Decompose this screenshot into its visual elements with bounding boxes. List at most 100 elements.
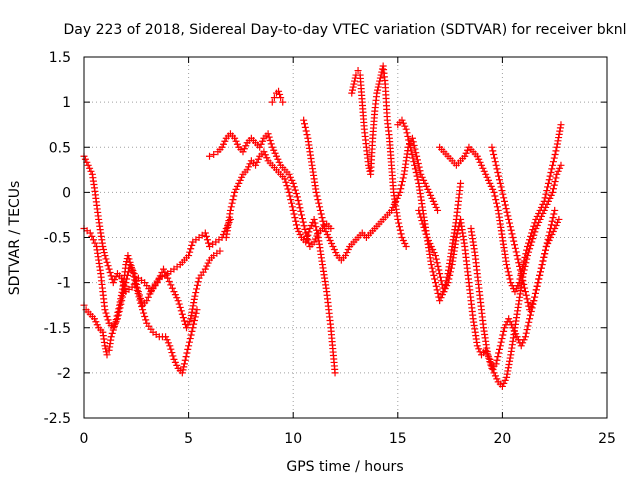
- data-point: [493, 203, 501, 211]
- data-point: [111, 276, 119, 284]
- data-point: [188, 327, 196, 335]
- data-point: [203, 236, 211, 244]
- data-point: [550, 210, 558, 218]
- data-point: [330, 246, 338, 254]
- data-point: [454, 226, 462, 234]
- data-point: [101, 252, 109, 260]
- data-point: [538, 261, 546, 269]
- data-point: [140, 309, 148, 317]
- data-point: [343, 249, 351, 257]
- grid: [84, 57, 607, 418]
- data-point: [492, 360, 500, 368]
- data-point: [146, 290, 154, 298]
- data-point: [486, 179, 494, 187]
- data-point: [551, 150, 559, 158]
- data-point: [537, 264, 545, 272]
- data-point: [267, 140, 275, 148]
- data-point: [411, 165, 419, 173]
- data-point: [429, 197, 437, 205]
- data-point: [431, 275, 439, 283]
- data-point: [177, 307, 185, 315]
- data-point: [427, 261, 435, 269]
- data-point: [398, 181, 406, 189]
- data-point: [490, 369, 498, 377]
- data-point: [86, 229, 94, 237]
- data-point: [547, 224, 555, 232]
- data-point: [492, 196, 500, 204]
- data-point: [322, 227, 330, 235]
- data-point: [301, 123, 309, 131]
- data-point: [305, 228, 313, 236]
- data-point: [495, 349, 503, 357]
- data-point: [107, 333, 115, 341]
- data-point: [415, 163, 423, 171]
- data-point: [496, 342, 504, 350]
- data-point: [462, 149, 470, 157]
- data-point: [416, 167, 424, 175]
- data-point: [540, 253, 548, 261]
- data-point: [531, 293, 539, 301]
- data-point: [285, 188, 293, 196]
- data-point: [242, 142, 250, 150]
- data-point: [523, 326, 531, 334]
- data-point: [549, 185, 557, 193]
- data-point: [492, 161, 500, 169]
- data-point: [521, 284, 529, 292]
- data-point: [297, 207, 305, 215]
- data-point: [509, 324, 517, 332]
- data-point: [547, 191, 555, 199]
- data-point: [354, 67, 362, 75]
- data-point: [557, 161, 565, 169]
- data-point: [268, 143, 276, 151]
- data-point: [500, 324, 508, 332]
- data-point: [553, 170, 561, 178]
- data-point: [447, 268, 455, 276]
- data-point: [517, 270, 525, 278]
- data-point: [115, 305, 123, 313]
- data-point: [289, 179, 297, 187]
- data-point: [235, 179, 243, 187]
- data-point: [514, 255, 522, 263]
- data-point: [546, 228, 554, 236]
- data-point: [163, 336, 171, 344]
- data-point: [171, 291, 179, 299]
- data-point: [178, 310, 186, 318]
- data-point: [104, 316, 112, 324]
- data-point: [125, 255, 133, 263]
- data-point: [510, 237, 518, 245]
- data-point: [500, 197, 508, 205]
- data-point: [540, 197, 548, 205]
- data-point: [193, 285, 201, 293]
- data-point: [270, 146, 278, 154]
- data-point: [185, 252, 193, 260]
- data-point: [238, 173, 246, 181]
- data-point: [489, 147, 497, 155]
- data-point: [429, 246, 437, 254]
- data-point: [307, 221, 315, 229]
- data-point: [553, 218, 561, 226]
- data-point: [181, 356, 189, 364]
- data-point: [106, 268, 114, 276]
- data-point: [528, 229, 536, 237]
- data-point: [507, 226, 515, 234]
- data-point: [139, 306, 147, 314]
- data-point: [498, 382, 506, 390]
- data-point: [414, 159, 422, 167]
- data-point: [282, 178, 290, 186]
- data-point: [539, 257, 547, 265]
- data-point: [348, 89, 356, 97]
- data-point: [103, 258, 111, 266]
- data-point: [533, 282, 541, 290]
- data-point: [516, 262, 524, 270]
- data-point: [457, 179, 465, 187]
- data-point: [164, 339, 172, 347]
- data-point: [185, 318, 193, 326]
- data-point: [501, 201, 509, 209]
- data-point: [506, 318, 514, 326]
- data-point: [179, 366, 187, 374]
- data-point: [413, 156, 421, 164]
- data-point: [136, 296, 144, 304]
- data-point: [500, 379, 508, 387]
- data-point: [185, 342, 193, 350]
- data-point: [548, 165, 556, 173]
